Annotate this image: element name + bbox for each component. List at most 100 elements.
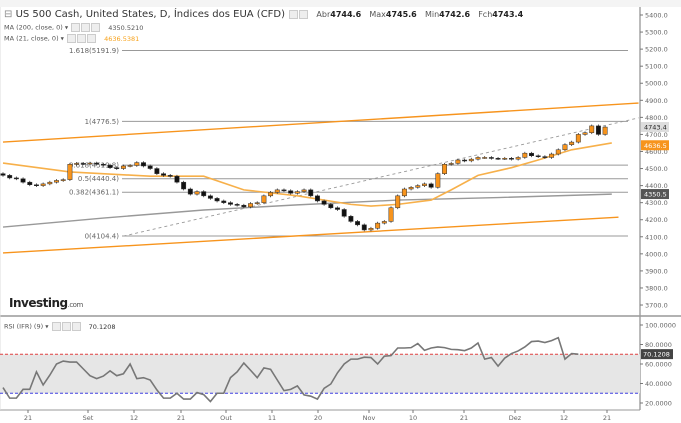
x-tick-label: 21 (177, 414, 185, 422)
rsi-tick-label: 80.0000 (645, 341, 672, 349)
rsi-tick-label: 20.0000 (645, 400, 672, 408)
y-tick-label: 3800.0 (645, 284, 668, 292)
candle (241, 204, 247, 208)
settings-icon[interactable] (67, 34, 77, 43)
candle (100, 164, 106, 166)
price-tag-label: 4636.5 (644, 142, 667, 150)
channel-lower-line (2, 216, 619, 254)
ma200-line (2, 193, 612, 228)
candle (7, 175, 13, 179)
fibonacci-label: 0(4104.4) (85, 233, 120, 241)
candle (448, 163, 454, 165)
visibility-icon[interactable] (299, 9, 309, 19)
candle (348, 216, 354, 222)
x-tick-label: 12 (560, 414, 568, 422)
candle (0, 173, 6, 176)
candle (67, 164, 73, 180)
x-tick-label: Dez (509, 414, 522, 422)
y-tick-label: 4200.0 (645, 216, 668, 224)
settings-icon[interactable] (71, 23, 81, 32)
candle (555, 149, 561, 155)
candle (234, 204, 240, 206)
candle (54, 180, 59, 183)
visibility-icon[interactable] (81, 23, 91, 32)
y-tick-label: 4600.0 (645, 148, 668, 156)
candle (194, 191, 200, 195)
close-icon[interactable] (71, 322, 81, 331)
rsi-line (2, 336, 579, 403)
candle (375, 222, 381, 229)
candle (589, 125, 595, 133)
y-tick-label: 4900.0 (645, 97, 668, 105)
candle (515, 157, 521, 160)
candle (187, 188, 193, 195)
candle (74, 163, 80, 165)
close-icon[interactable] (91, 23, 101, 32)
rsi-legend[interactable]: RSI (IFR) (9) ▾ 70.1208 (4, 322, 116, 331)
candle (475, 157, 481, 160)
candle (174, 175, 180, 183)
candle (575, 134, 581, 143)
candle (107, 164, 113, 168)
chart-header: ⊟ US 500 Cash, United States, D, Índices… (4, 9, 524, 20)
candle (281, 189, 287, 192)
fibonacci-label: 1.618(5191.9) (69, 47, 119, 55)
x-tick-label: 21 (460, 414, 468, 422)
visibility-icon[interactable] (61, 322, 71, 331)
candle (488, 157, 494, 159)
candle (495, 158, 501, 160)
y-tick-label: 4700.0 (645, 131, 668, 139)
candle (254, 202, 260, 204)
candle (462, 159, 468, 162)
rsi-value-tag (641, 349, 673, 360)
candle (435, 173, 441, 188)
candle (34, 184, 39, 186)
settings-icon[interactable] (289, 9, 299, 19)
y-tick-label: 3900.0 (645, 267, 668, 275)
x-tick-label: 21 (24, 414, 32, 422)
fibonacci-label: 0.618(4519.8) (69, 162, 119, 170)
candle (455, 159, 461, 164)
investing-logo: Investing.com (9, 296, 83, 310)
candle (134, 162, 140, 166)
candle (13, 177, 19, 180)
candle (120, 165, 126, 169)
x-tick-label: 12 (130, 414, 138, 422)
candle (355, 221, 361, 226)
candle (87, 162, 93, 165)
candle (562, 144, 568, 151)
ma21-legend[interactable]: MA (21, close, 0) ▾ 4636.5381 (4, 34, 140, 43)
ma200-legend[interactable]: MA (200, close, 0) ▾ 4350.5210 (4, 23, 144, 32)
candle (428, 183, 434, 188)
y-tick-label: 5300.0 (645, 29, 668, 37)
candle (415, 185, 421, 188)
candle (301, 189, 307, 192)
candle (167, 175, 173, 177)
candle (468, 158, 474, 162)
visibility-icon[interactable] (77, 34, 87, 43)
y-tick-label: 5200.0 (645, 46, 668, 54)
candle (381, 221, 387, 224)
close-icon[interactable] (87, 34, 97, 43)
candle (221, 200, 227, 203)
candle (248, 203, 253, 208)
candle (40, 183, 46, 186)
rsi-tick-label: 100.0000 (645, 322, 676, 330)
price-tag-label: 4350.5 (644, 191, 667, 199)
candle (595, 125, 601, 135)
y-tick-label: 5000.0 (645, 80, 668, 88)
settings-icon[interactable] (51, 322, 61, 331)
candle (288, 190, 294, 194)
candle (335, 207, 340, 210)
candle (361, 224, 367, 231)
candle (141, 162, 146, 167)
fibonacci-label: 0.382(4361.1) (69, 189, 119, 197)
y-tick-label: 3700.0 (645, 302, 668, 310)
candle (201, 191, 207, 197)
candle (214, 198, 220, 202)
candle (161, 173, 167, 176)
candle (569, 141, 575, 145)
candle (27, 181, 33, 185)
collapse-icon[interactable]: ⊟ (4, 9, 13, 20)
